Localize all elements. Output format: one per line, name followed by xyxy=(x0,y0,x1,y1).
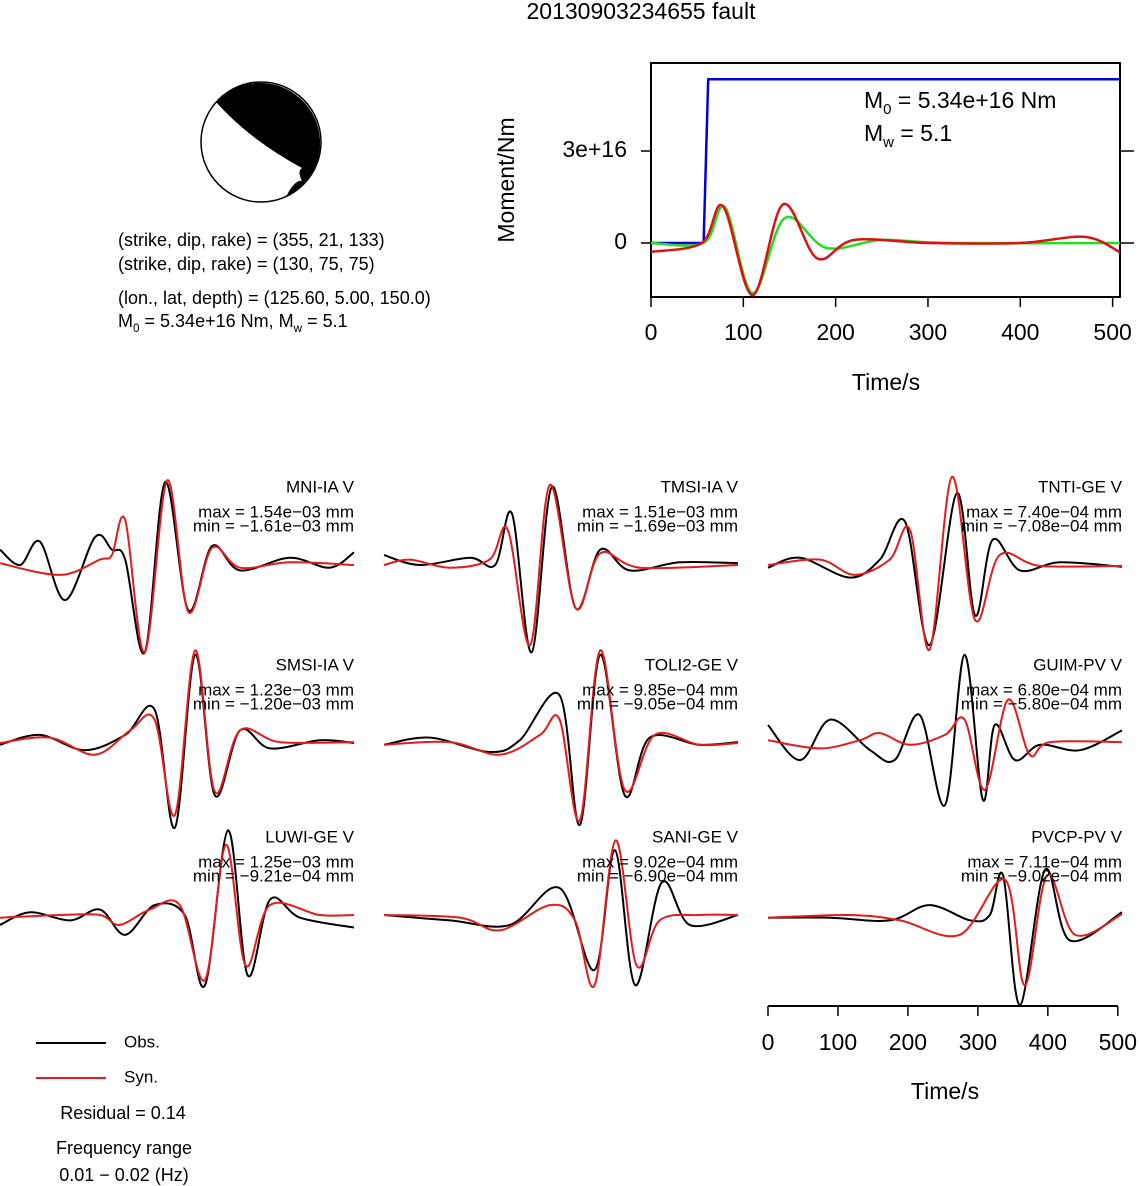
max-label: max = 9.85e−04 mm xyxy=(582,680,738,699)
x-axis-label: Time/s xyxy=(852,369,920,395)
trace xyxy=(383,485,739,654)
station-label: TNTI-GE V xyxy=(1038,477,1123,496)
min-label: min = −1.69e−03 mm xyxy=(577,516,738,535)
min-label: min = −7.08e−04 mm xyxy=(961,516,1122,535)
max-label: max = 7.40e−04 mm xyxy=(966,502,1122,521)
frequency-title: Frequency range xyxy=(56,1138,192,1158)
min-label: min = −5.80e−04 mm xyxy=(961,694,1122,713)
trace xyxy=(383,839,739,989)
station-label: GUIM-PV V xyxy=(1033,655,1122,674)
y-axis-label: Moment/Nm xyxy=(493,117,519,242)
x-tick-label: 400 xyxy=(1001,319,1039,345)
station-label: TMSI-IA V xyxy=(661,477,739,496)
frequency-range: 0.01 − 0.02 (Hz) xyxy=(59,1165,189,1185)
max-label: max = 1.23e−03 mm xyxy=(198,680,354,699)
x-tick-label: 500 xyxy=(1093,319,1131,345)
min-label: min = −1.20e−03 mm xyxy=(193,694,354,713)
station-label: TOLI2-GE V xyxy=(645,655,739,674)
text-part: = 5.1 xyxy=(302,311,348,331)
figure-title: 20130903234655 fault xyxy=(527,0,757,24)
trace xyxy=(383,653,739,826)
trace xyxy=(383,649,739,823)
x-tick-label: 300 xyxy=(909,319,947,345)
trace xyxy=(650,204,1121,295)
text-part: = 5.1 xyxy=(894,120,952,146)
text-part: = 5.34e+16 Nm, M xyxy=(140,311,294,331)
x-tick-label: 0 xyxy=(762,1029,775,1055)
trace xyxy=(767,868,1123,1007)
x-tick-label: 400 xyxy=(1029,1029,1067,1055)
trace xyxy=(767,475,1123,651)
station-label: MNI-IA V xyxy=(286,477,355,496)
x-tick-label: 0 xyxy=(645,319,658,345)
min-label: min = −9.05e−04 mm xyxy=(577,694,738,713)
focal-line: (strike, dip, rake) = (355, 21, 133) xyxy=(118,230,385,250)
text-part: M xyxy=(864,87,883,113)
min-label: min = −9.02e−04 mm xyxy=(961,866,1122,885)
subscript: 0 xyxy=(883,101,891,118)
text-part: M xyxy=(864,120,883,146)
focal-line: (lon., lat, depth) = (125.60, 5.00, 150.… xyxy=(118,288,431,308)
max-label: max = 1.54e−03 mm xyxy=(198,502,354,521)
text-part: M xyxy=(118,311,133,331)
x-tick-label: 500 xyxy=(1099,1029,1137,1055)
trace xyxy=(650,202,1121,297)
max-label: max = 7.11e−04 mm xyxy=(967,852,1122,871)
beachball-compression xyxy=(216,82,321,184)
min-label: min = −9.21e−04 mm xyxy=(193,866,354,885)
trace xyxy=(767,698,1123,791)
trace xyxy=(767,491,1123,647)
station-label: SMSI-IA V xyxy=(276,655,355,674)
annotation: M0 = 5.34e+16 Nm xyxy=(864,87,1056,118)
max-label: max = 1.51e−03 mm xyxy=(582,502,738,521)
max-label: max = 6.80e−04 mm xyxy=(966,680,1122,699)
y-tick-label: 0 xyxy=(614,228,627,254)
plot-frame xyxy=(650,62,1121,298)
subscript: 0 xyxy=(133,322,140,335)
residual: Residual = 0.14 xyxy=(60,1103,186,1123)
trace xyxy=(383,483,739,647)
y-tick-label: 3e+16 xyxy=(562,136,627,162)
x-tick-label: 100 xyxy=(724,319,762,345)
trace xyxy=(0,479,355,654)
annotation: Mw = 5.1 xyxy=(864,120,952,151)
x-axis-label: Time/s xyxy=(911,1078,979,1104)
min-label: min = −1.61e−03 mm xyxy=(193,516,354,535)
max-label: max = 9.02e−04 mm xyxy=(582,852,738,871)
x-tick-label: 200 xyxy=(889,1029,927,1055)
trace xyxy=(0,843,355,982)
x-tick-label: 200 xyxy=(816,319,854,345)
x-tick-label: 300 xyxy=(959,1029,997,1055)
max-label: max = 1.25e−03 mm xyxy=(198,852,354,871)
x-tick-label: 100 xyxy=(819,1029,857,1055)
legend-label: Syn. xyxy=(124,1067,158,1086)
beachball xyxy=(200,81,322,203)
station-label: LUWI-GE V xyxy=(265,827,354,846)
trace xyxy=(767,873,1123,987)
text-part: = 5.34e+16 Nm xyxy=(891,87,1056,113)
station-label: SANI-GE V xyxy=(652,827,739,846)
station-label: PVCP-PV V xyxy=(1031,827,1122,846)
beachball-compression xyxy=(286,180,306,197)
trace xyxy=(767,653,1123,807)
legend-label: Obs. xyxy=(124,1032,160,1051)
subscript: w xyxy=(882,134,894,151)
focal-moment: M0 = 5.34e+16 Nm, Mw = 5.1 xyxy=(118,311,348,335)
trace xyxy=(651,78,1120,245)
focal-line: (strike, dip, rake) = (130, 75, 75) xyxy=(118,254,375,274)
subscript: w xyxy=(293,322,303,335)
min-label: min = −6.90e−04 mm xyxy=(577,866,738,885)
trace xyxy=(0,649,355,817)
